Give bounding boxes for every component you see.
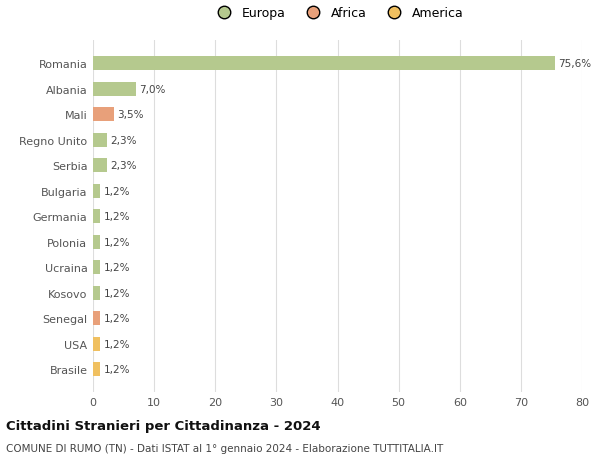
Bar <box>93 337 100 351</box>
Bar <box>93 108 115 122</box>
Bar <box>93 57 555 71</box>
Bar <box>93 134 107 147</box>
Bar <box>93 363 100 376</box>
Bar <box>93 185 100 198</box>
Text: 1,2%: 1,2% <box>103 313 130 324</box>
Text: 1,2%: 1,2% <box>103 263 130 273</box>
Text: COMUNE DI RUMO (TN) - Dati ISTAT al 1° gennaio 2024 - Elaborazione TUTTITALIA.IT: COMUNE DI RUMO (TN) - Dati ISTAT al 1° g… <box>6 443 443 453</box>
Text: 1,2%: 1,2% <box>103 237 130 247</box>
Bar <box>93 159 107 173</box>
Bar <box>93 312 100 325</box>
Text: 1,2%: 1,2% <box>103 212 130 222</box>
Bar <box>93 235 100 249</box>
Text: 2,3%: 2,3% <box>110 161 137 171</box>
Bar <box>93 286 100 300</box>
Text: 7,0%: 7,0% <box>139 85 165 95</box>
Legend: Europa, Africa, America: Europa, Africa, America <box>207 2 468 25</box>
Text: 1,2%: 1,2% <box>103 186 130 196</box>
Text: 1,2%: 1,2% <box>103 288 130 298</box>
Bar <box>93 83 136 97</box>
Text: 3,5%: 3,5% <box>118 110 144 120</box>
Text: 2,3%: 2,3% <box>110 135 137 146</box>
Bar <box>93 261 100 275</box>
Text: 1,2%: 1,2% <box>103 339 130 349</box>
Text: 1,2%: 1,2% <box>103 364 130 375</box>
Bar <box>93 210 100 224</box>
Text: 75,6%: 75,6% <box>558 59 591 69</box>
Text: Cittadini Stranieri per Cittadinanza - 2024: Cittadini Stranieri per Cittadinanza - 2… <box>6 419 320 432</box>
